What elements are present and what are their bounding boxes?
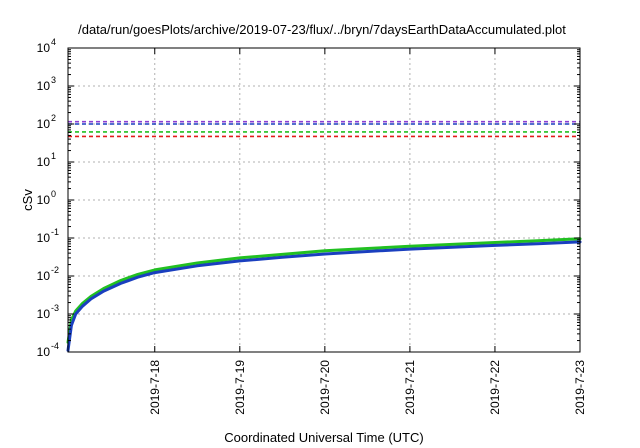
y-tick-label: 10 [37,155,51,169]
y-tick-exponent: -3 [51,303,59,313]
threshold-lines [68,120,580,138]
y-tick-exponent: 4 [51,37,56,47]
y-tick-exponent: -4 [51,341,59,351]
chart-title: /data/run/goesPlots/archive/2019-07-23/f… [78,22,566,37]
y-tick-exponent: 0 [51,189,56,199]
y-tick-label: 10 [37,307,51,321]
y-tick-label: 10 [37,231,51,245]
x-tick-label: 2019-7-19 [233,360,247,415]
y-tick-label: 10 [37,117,51,131]
x-tick-label: 2019-7-18 [148,360,162,415]
x-tick-label: 2019-7-21 [403,360,417,415]
series-line [66,237,582,344]
y-tick-label: 10 [37,269,51,283]
y-tick-exponent: 3 [51,75,56,85]
y-tick-exponent: 1 [51,151,56,161]
y-tick-exponent: 2 [51,113,56,123]
x-tick-label: 2019-7-20 [318,360,332,415]
y-axis-label: cSv [20,189,35,211]
y-tick-exponent: -1 [51,227,59,237]
x-tick-label: 2019-7-22 [488,360,502,415]
y-tick-exponent: -2 [51,265,59,275]
y-tick-label: 10 [37,41,51,55]
y-tick-label: 10 [37,345,51,359]
x-tick-label: 2019-7-23 [573,360,587,415]
series-line [66,240,582,352]
y-tick-label: 10 [37,193,51,207]
y-tick-label: 10 [37,79,51,93]
series-lines [66,237,582,352]
x-axis-label: Coordinated Universal Time (UTC) [224,430,423,445]
x-axis: 2019-7-18 2019-7-19 2019-7-20 2019-7-21 2019… [148,48,587,415]
